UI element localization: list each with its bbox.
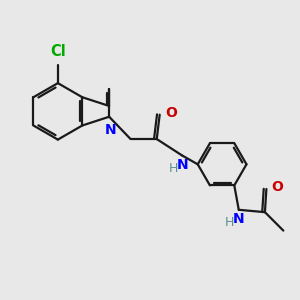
Text: N: N	[105, 123, 116, 137]
Text: O: O	[165, 106, 177, 120]
Text: O: O	[272, 181, 284, 194]
Text: H: H	[169, 162, 178, 175]
Text: N: N	[232, 212, 244, 226]
Text: Cl: Cl	[50, 44, 66, 59]
Text: H: H	[225, 216, 235, 229]
Text: N: N	[177, 158, 188, 172]
